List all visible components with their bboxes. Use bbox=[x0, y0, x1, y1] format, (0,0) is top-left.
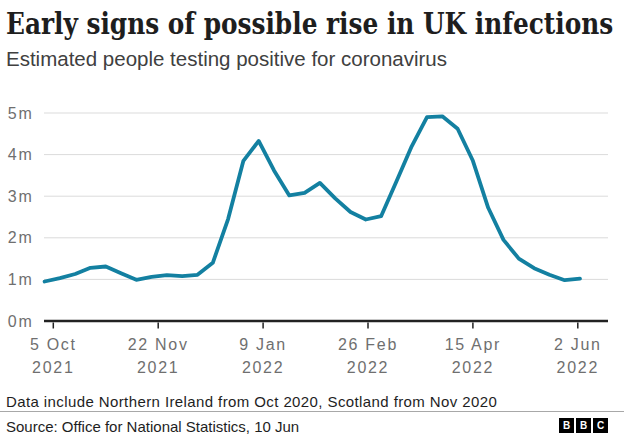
x-axis-tick-label: 5 Oct bbox=[30, 336, 77, 353]
y-axis-tick-label: 5m bbox=[8, 105, 34, 122]
x-axis-tick-label-year: 2022 bbox=[557, 359, 599, 376]
y-axis-tick-label: 2m bbox=[8, 229, 34, 246]
chart-subtitle: Estimated people testing positive for co… bbox=[6, 49, 447, 70]
x-axis-tick-label: 9 Jan bbox=[239, 336, 287, 353]
bbc-logo-block-b1: B bbox=[559, 418, 574, 433]
x-axis-tick-label-year: 2022 bbox=[452, 359, 494, 376]
chart-footnote: Data include Northern Ireland from Oct 2… bbox=[6, 394, 497, 409]
bbc-logo-block-b2: B bbox=[576, 418, 591, 433]
chart-title: Early signs of possible rise in UK infec… bbox=[6, 10, 613, 39]
bbc-logo-block-c: C bbox=[593, 418, 608, 433]
y-axis-tick-label: 1m bbox=[8, 271, 34, 288]
y-axis-tick-label: 4m bbox=[8, 146, 34, 163]
x-axis-tick-label: 22 Nov bbox=[128, 336, 189, 353]
infections-line-chart: 0m 1m 2m 3m 4m 5m 5 Oct 2021 22 Nov 2021 9 Jan 2022… bbox=[0, 95, 624, 385]
x-axis-tick-label-year: 2022 bbox=[242, 359, 284, 376]
x-axis-tick-label: 15 Apr bbox=[445, 336, 501, 353]
bbc-logo: B B C bbox=[559, 418, 608, 433]
infections-line bbox=[45, 116, 580, 281]
x-axis-tick-label-year: 2021 bbox=[32, 359, 74, 376]
x-axis-tick-label-year: 2022 bbox=[347, 359, 389, 376]
source-credit: Source: Office for National Statistics, … bbox=[6, 419, 299, 434]
x-axis-tick-label: 2 Jun bbox=[554, 336, 602, 353]
footer-divider bbox=[0, 411, 624, 412]
y-axis-tick-label: 3m bbox=[8, 188, 34, 205]
x-axis-tick-label: 26 Feb bbox=[338, 336, 398, 353]
x-axis-tick-label-year: 2021 bbox=[137, 359, 179, 376]
y-axis-tick-label: 0m bbox=[8, 313, 34, 330]
